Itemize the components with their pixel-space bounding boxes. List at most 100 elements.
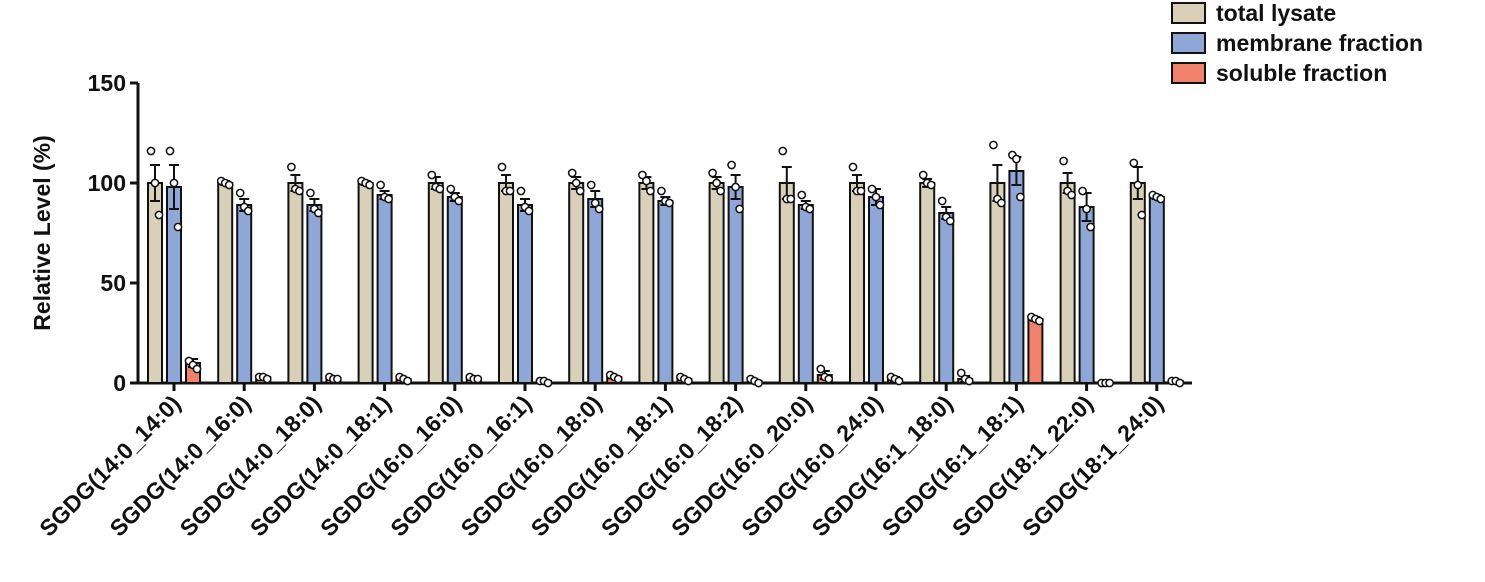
y-tick-label: 50 (100, 270, 126, 296)
data-point (786, 194, 796, 204)
data-point (964, 376, 974, 386)
bar (427, 182, 444, 384)
data-point (642, 176, 651, 186)
data-point (306, 188, 315, 198)
data-point (473, 374, 483, 384)
bar (357, 182, 374, 384)
data-point (575, 186, 585, 196)
data-point (867, 184, 877, 194)
data-point (295, 186, 304, 196)
bar (376, 194, 393, 384)
data-point (918, 170, 928, 180)
bar (568, 182, 585, 384)
data-point (945, 216, 955, 226)
data-point (365, 180, 374, 190)
data-point (848, 162, 858, 172)
data-point (262, 374, 272, 384)
data-point (314, 208, 323, 218)
data-point (567, 168, 577, 178)
bar (1148, 196, 1165, 384)
bar (1059, 182, 1076, 384)
data-point (684, 376, 693, 386)
data-point (727, 160, 736, 170)
bar (306, 204, 323, 384)
y-axis-label: Relative Level (%) (29, 135, 55, 331)
data-point (797, 190, 807, 200)
bar (587, 198, 604, 384)
bar (1008, 170, 1025, 384)
data-point (824, 374, 834, 384)
bar (166, 186, 182, 384)
data-point (1035, 316, 1044, 326)
data-point (613, 374, 623, 384)
bar (708, 182, 725, 384)
bar (989, 182, 1006, 384)
bar (287, 182, 304, 384)
data-point (871, 192, 881, 202)
bar (517, 204, 533, 384)
y-tick-label: 150 (88, 70, 126, 96)
data-point (997, 198, 1006, 208)
data-point (894, 376, 904, 386)
data-point (446, 184, 456, 194)
legend-swatch (1171, 62, 1206, 84)
y-tick-label: 100 (88, 170, 126, 196)
legend-label: total lysate (1216, 0, 1336, 26)
data-point (638, 170, 647, 180)
data-point (454, 196, 464, 206)
data-point (594, 204, 604, 214)
data-point (403, 376, 412, 386)
data-point (657, 186, 666, 196)
data-point (778, 146, 788, 156)
bar (236, 204, 253, 384)
data-point (712, 178, 721, 188)
legend-swatch (1171, 32, 1206, 54)
data-point (1078, 186, 1087, 196)
data-point (926, 180, 936, 190)
data-point (165, 146, 175, 156)
data-point (989, 140, 998, 150)
data-point (590, 198, 600, 208)
bar (657, 200, 674, 384)
data-point (1067, 190, 1076, 200)
bar (638, 182, 655, 384)
data-point (150, 178, 160, 188)
data-point (1156, 194, 1166, 204)
data-point (287, 162, 296, 172)
legend-swatch (1171, 2, 1206, 24)
data-point (435, 184, 445, 194)
legend-label: membrane fraction (1216, 30, 1423, 56)
data-point (333, 374, 342, 384)
data-point (937, 196, 947, 206)
data-point (716, 186, 725, 196)
data-point (1012, 154, 1021, 164)
data-point (754, 378, 763, 388)
data-point (154, 210, 164, 220)
data-point (243, 206, 253, 216)
data-point (169, 178, 179, 188)
data-point (1059, 156, 1068, 166)
data-point (146, 146, 156, 156)
data-point (516, 186, 526, 196)
y-tick-label: 0 (113, 370, 126, 396)
data-point (524, 206, 534, 216)
data-point (646, 186, 655, 196)
bar (1027, 318, 1044, 384)
data-point (805, 204, 815, 214)
data-point (235, 188, 245, 198)
bar (498, 182, 514, 384)
data-point (505, 186, 515, 196)
data-point (1175, 378, 1185, 388)
data-point (1086, 222, 1095, 232)
data-point (956, 368, 966, 378)
data-point (224, 180, 234, 190)
data-point (1133, 180, 1143, 190)
bar (797, 204, 814, 384)
data-point (1129, 158, 1139, 168)
data-point (875, 200, 885, 210)
data-point (586, 180, 596, 190)
data-point (192, 364, 202, 374)
data-point (173, 222, 183, 232)
data-point (1137, 210, 1147, 220)
